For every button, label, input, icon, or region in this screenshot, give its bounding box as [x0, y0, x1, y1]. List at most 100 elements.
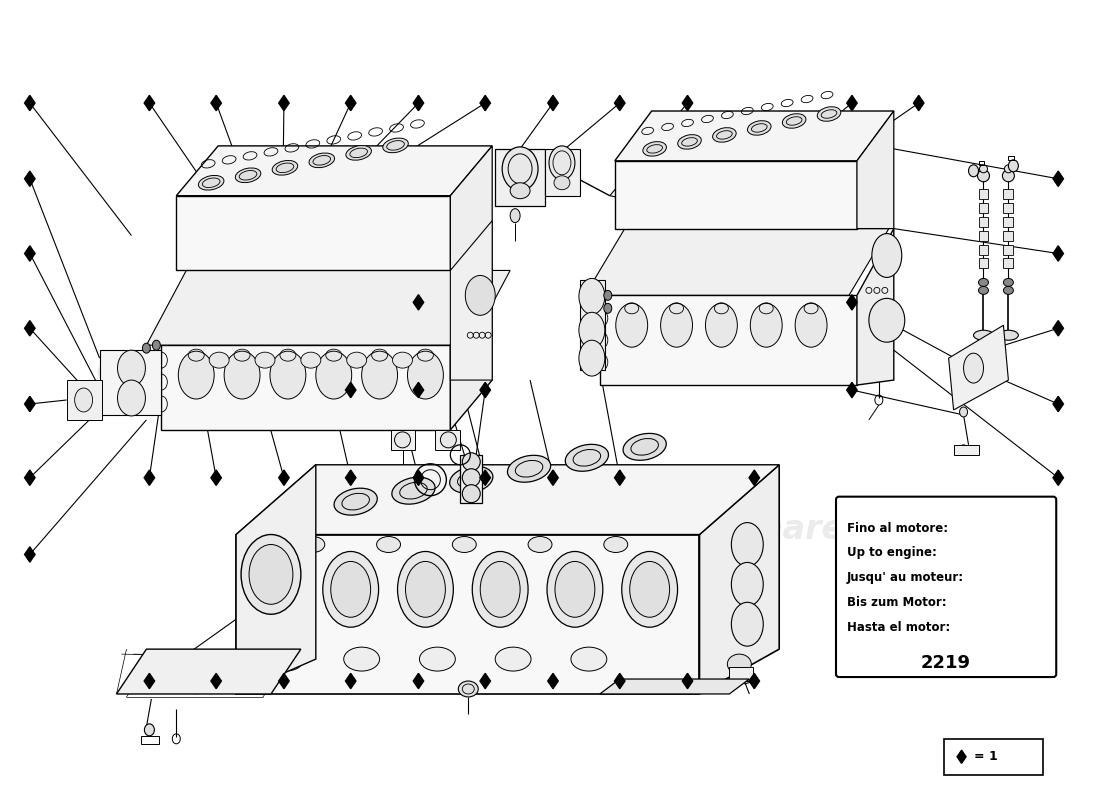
Ellipse shape	[270, 351, 306, 399]
Ellipse shape	[383, 138, 408, 153]
Ellipse shape	[979, 165, 988, 173]
Polygon shape	[278, 95, 289, 110]
Polygon shape	[615, 161, 857, 229]
Polygon shape	[414, 470, 424, 486]
Polygon shape	[480, 95, 491, 110]
Bar	[979, 258, 989, 269]
Ellipse shape	[547, 551, 603, 627]
Ellipse shape	[510, 209, 520, 222]
Ellipse shape	[999, 330, 1019, 340]
Ellipse shape	[623, 434, 667, 460]
Polygon shape	[24, 171, 35, 186]
Ellipse shape	[604, 290, 612, 300]
Bar	[1003, 189, 1013, 198]
Polygon shape	[495, 149, 544, 206]
Ellipse shape	[153, 340, 161, 350]
Ellipse shape	[1004, 165, 1012, 173]
Ellipse shape	[406, 562, 446, 618]
Bar	[979, 202, 989, 213]
Polygon shape	[144, 674, 155, 689]
Ellipse shape	[272, 161, 298, 175]
Polygon shape	[211, 95, 221, 110]
Ellipse shape	[407, 351, 443, 399]
Ellipse shape	[661, 303, 693, 347]
Polygon shape	[948, 326, 1009, 410]
Ellipse shape	[604, 303, 612, 314]
Ellipse shape	[472, 551, 528, 627]
Ellipse shape	[503, 147, 538, 190]
Ellipse shape	[727, 654, 751, 674]
Ellipse shape	[872, 234, 902, 278]
Ellipse shape	[528, 537, 552, 553]
Ellipse shape	[750, 303, 782, 347]
Ellipse shape	[705, 303, 737, 347]
Ellipse shape	[782, 114, 806, 128]
Ellipse shape	[462, 469, 481, 486]
Ellipse shape	[144, 724, 154, 736]
Ellipse shape	[301, 537, 324, 553]
Polygon shape	[1053, 171, 1064, 186]
Bar	[979, 189, 989, 198]
Ellipse shape	[452, 537, 476, 553]
Ellipse shape	[978, 170, 990, 182]
Ellipse shape	[979, 278, 989, 286]
Polygon shape	[414, 382, 424, 398]
Polygon shape	[749, 470, 759, 486]
Polygon shape	[345, 95, 356, 110]
Ellipse shape	[198, 175, 224, 190]
Polygon shape	[857, 229, 894, 385]
Polygon shape	[24, 321, 35, 336]
Text: Jusqu' au moteur:: Jusqu' au moteur:	[847, 571, 964, 585]
Ellipse shape	[224, 351, 260, 399]
Ellipse shape	[440, 432, 456, 448]
Polygon shape	[913, 95, 924, 110]
Polygon shape	[414, 95, 424, 110]
Ellipse shape	[331, 562, 371, 618]
Ellipse shape	[235, 168, 261, 182]
Bar	[1003, 230, 1013, 241]
Ellipse shape	[979, 286, 989, 294]
Polygon shape	[146, 270, 510, 345]
Polygon shape	[615, 674, 625, 689]
Ellipse shape	[450, 466, 493, 493]
Ellipse shape	[1002, 170, 1014, 182]
Ellipse shape	[795, 303, 827, 347]
Polygon shape	[450, 221, 492, 380]
Polygon shape	[857, 111, 894, 229]
Ellipse shape	[959, 407, 968, 417]
Ellipse shape	[322, 551, 378, 627]
Ellipse shape	[255, 352, 275, 368]
Polygon shape	[345, 470, 356, 486]
Ellipse shape	[118, 350, 145, 386]
Ellipse shape	[75, 388, 92, 412]
Ellipse shape	[346, 352, 366, 368]
Polygon shape	[345, 674, 356, 689]
Ellipse shape	[554, 176, 570, 190]
Ellipse shape	[241, 534, 301, 614]
Ellipse shape	[507, 455, 551, 482]
Bar	[1003, 245, 1013, 254]
Ellipse shape	[343, 647, 379, 671]
Text: eurospares: eurospares	[653, 513, 865, 546]
Bar	[979, 217, 989, 226]
Polygon shape	[236, 465, 316, 694]
Ellipse shape	[249, 551, 304, 627]
Polygon shape	[600, 679, 749, 694]
Text: eurospares: eurospares	[96, 354, 307, 386]
Ellipse shape	[395, 432, 410, 448]
Polygon shape	[278, 674, 289, 689]
Bar	[390, 430, 416, 450]
Bar	[979, 245, 989, 254]
Ellipse shape	[549, 146, 575, 180]
Polygon shape	[278, 470, 289, 486]
Polygon shape	[24, 396, 35, 412]
FancyBboxPatch shape	[836, 497, 1056, 677]
Ellipse shape	[249, 545, 293, 604]
Polygon shape	[162, 345, 450, 430]
Ellipse shape	[268, 647, 304, 671]
Polygon shape	[548, 95, 558, 110]
Ellipse shape	[732, 602, 763, 646]
Ellipse shape	[465, 275, 495, 315]
Bar	[944, 739, 1043, 774]
Polygon shape	[100, 350, 162, 415]
